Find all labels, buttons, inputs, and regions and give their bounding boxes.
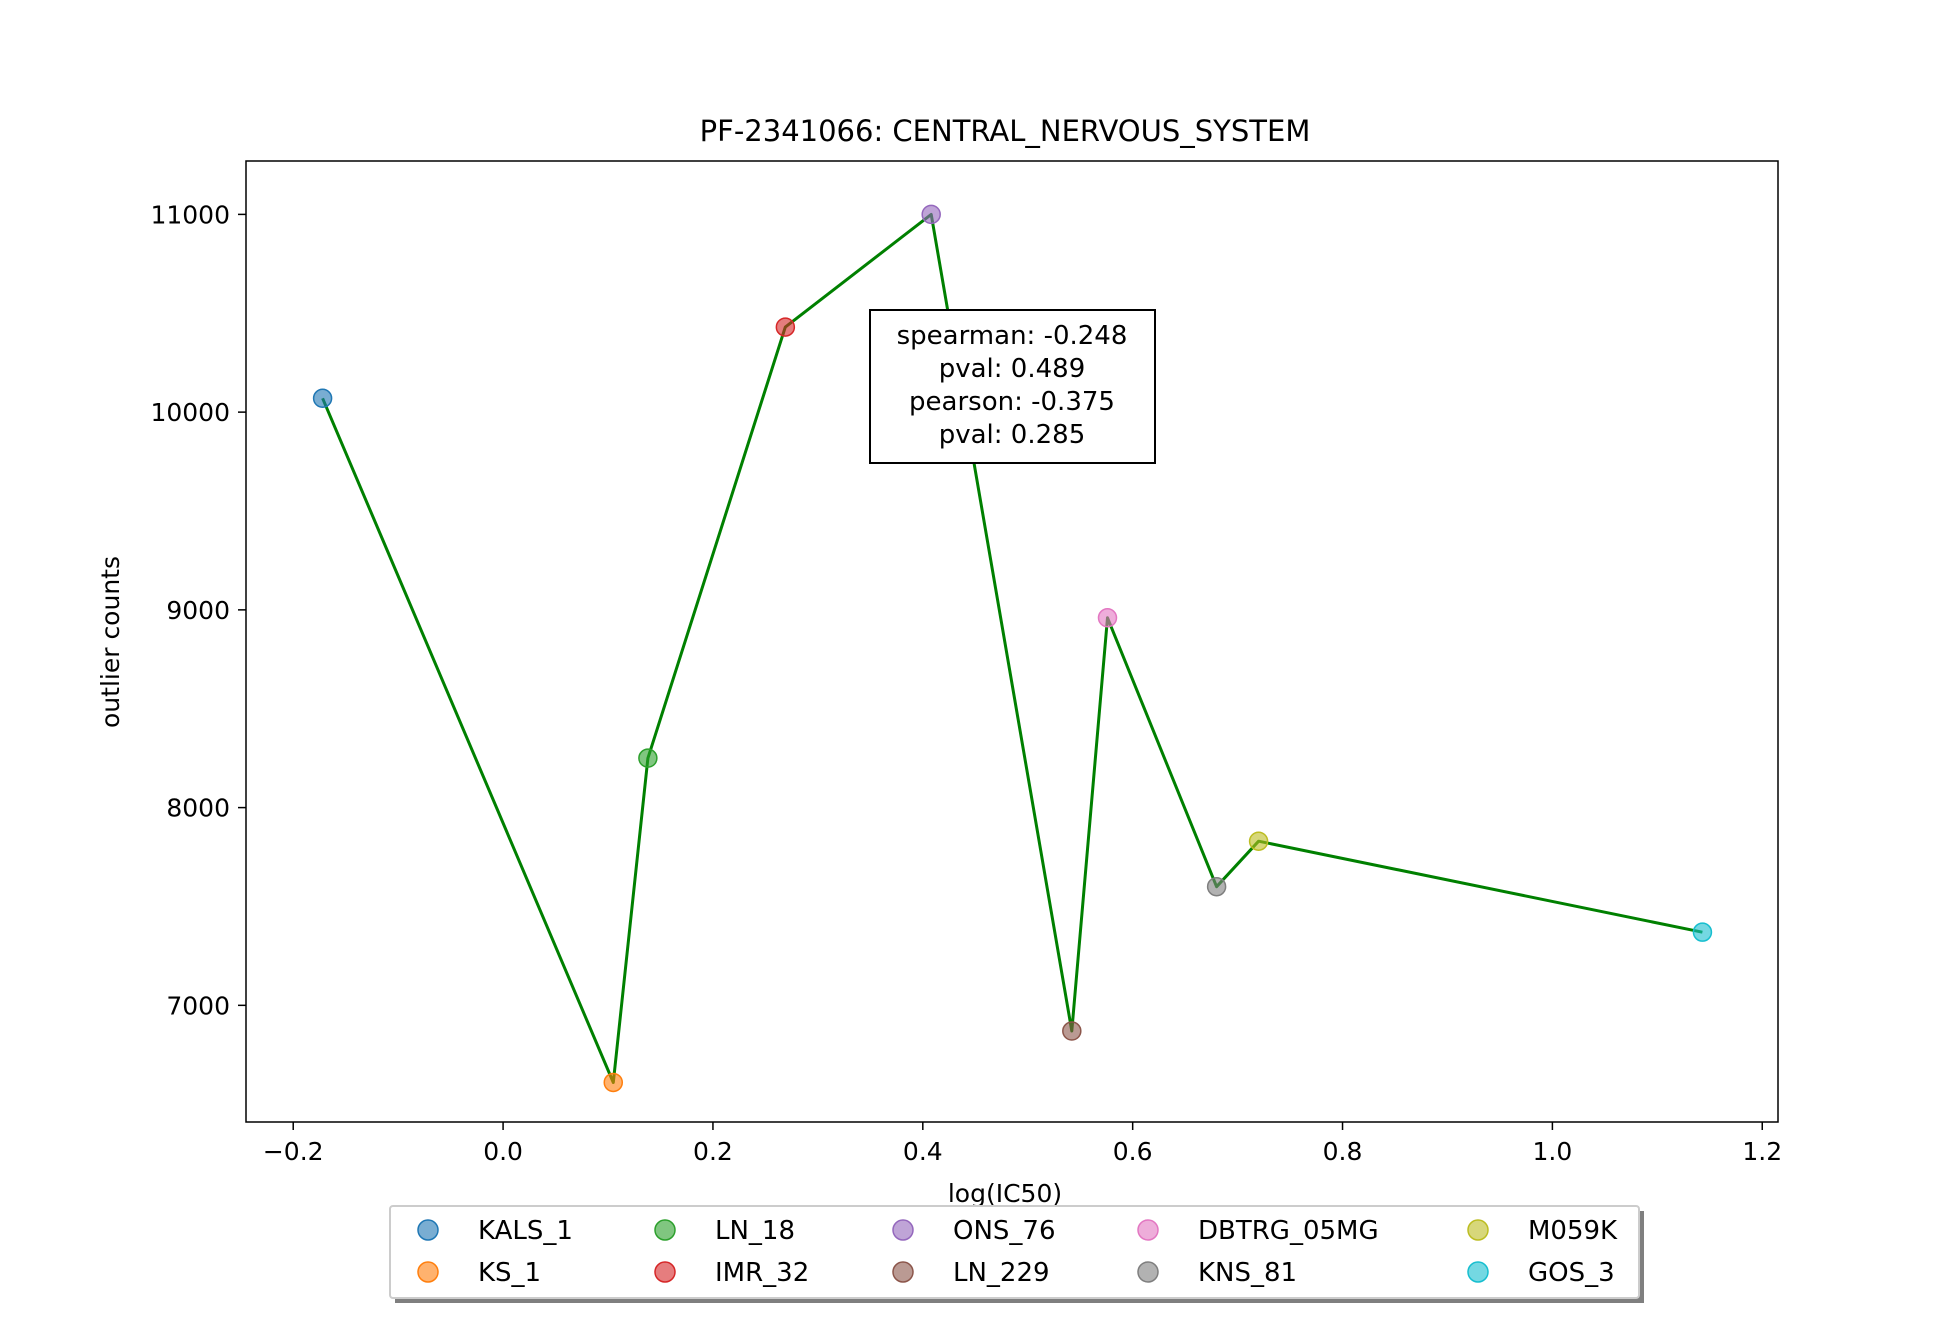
data-point [603, 1072, 624, 1093]
legend-marker [1467, 1219, 1489, 1241]
data-point [921, 204, 941, 225]
stats-box [869, 309, 1156, 464]
data-points [312, 204, 1713, 1093]
legend-label: LN_229 [953, 1258, 1050, 1288]
stats-spearman: spearman: -0.248 [897, 321, 1128, 351]
legend-marker [892, 1219, 914, 1241]
data-point [638, 748, 658, 768]
legend-label: KS_1 [478, 1258, 541, 1288]
series-line [321, 212, 1703, 1084]
legend: KALS_1 KS_1 LN_18 IMR_32 ONS_76 LN_229 DBTRG_0… [389, 1205, 1644, 1303]
y-axis: 7000 8000 9000 10000 11000 [150, 200, 246, 1020]
legend-label: M059K [1528, 1216, 1618, 1246]
plot-frame [245, 160, 1779, 1123]
y-tick-label: 11000 [150, 200, 230, 229]
stats-pearson-pval: pval: 0.285 [939, 420, 1086, 450]
legend-label: IMR_32 [715, 1258, 809, 1288]
x-axis: −0.2 0.0 0.2 0.4 0.6 0.8 1.0 1.2 [263, 1122, 1782, 1166]
legend-label: DBTRG_05MG [1198, 1216, 1379, 1246]
y-tick-label: 7000 [166, 991, 230, 1020]
legend-label: KNS_81 [1198, 1258, 1297, 1288]
data-point [775, 317, 796, 337]
legend-marker [1137, 1219, 1159, 1241]
legend-label: GOS_3 [1528, 1258, 1615, 1288]
x-tick-label: 0.6 [1113, 1137, 1153, 1166]
stats-spearman-pval: pval: 0.489 [939, 354, 1086, 384]
legend-marker [1467, 1261, 1489, 1283]
data-point [1692, 922, 1713, 942]
x-tick-label: 0.0 [483, 1137, 523, 1166]
x-tick-label: −0.2 [263, 1137, 324, 1166]
chart-title: PF-2341066: CENTRAL_NERVOUS_SYSTEM [700, 114, 1311, 148]
x-tick-label: 1.2 [1742, 1137, 1782, 1166]
legend-label: LN_18 [715, 1216, 795, 1246]
x-tick-label: 0.4 [903, 1137, 943, 1166]
y-tick-label: 8000 [166, 794, 230, 823]
legend-marker [417, 1219, 439, 1241]
data-point [1062, 1021, 1082, 1041]
y-axis-label: outlier counts [96, 556, 125, 728]
legend-marker [654, 1261, 676, 1283]
stats-annotation: spearman: -0.248 pval: 0.489 pearson: -0… [869, 309, 1156, 464]
data-point [312, 388, 333, 409]
data-point [1248, 831, 1269, 851]
legend-items: KALS_1 KS_1 LN_18 IMR_32 ONS_76 LN_229 DBTRG_0… [417, 1216, 1618, 1288]
data-point [1097, 608, 1118, 628]
legend-label: KALS_1 [478, 1216, 573, 1246]
legend-marker [417, 1261, 439, 1283]
x-axis-label: log(IC50) [948, 1179, 1062, 1208]
stats-pearson: pearson: -0.375 [909, 387, 1115, 417]
data-point [1206, 876, 1227, 897]
legend-marker [654, 1219, 676, 1241]
y-tick-label: 9000 [166, 596, 230, 625]
x-tick-label: 0.8 [1323, 1137, 1363, 1166]
legend-marker [892, 1261, 914, 1283]
y-tick-label: 10000 [150, 398, 230, 427]
legend-marker [1137, 1261, 1159, 1283]
x-tick-label: 0.2 [693, 1137, 733, 1166]
legend-box [389, 1205, 1640, 1299]
x-tick-label: 1.0 [1533, 1137, 1573, 1166]
legend-label: ONS_76 [953, 1216, 1056, 1246]
